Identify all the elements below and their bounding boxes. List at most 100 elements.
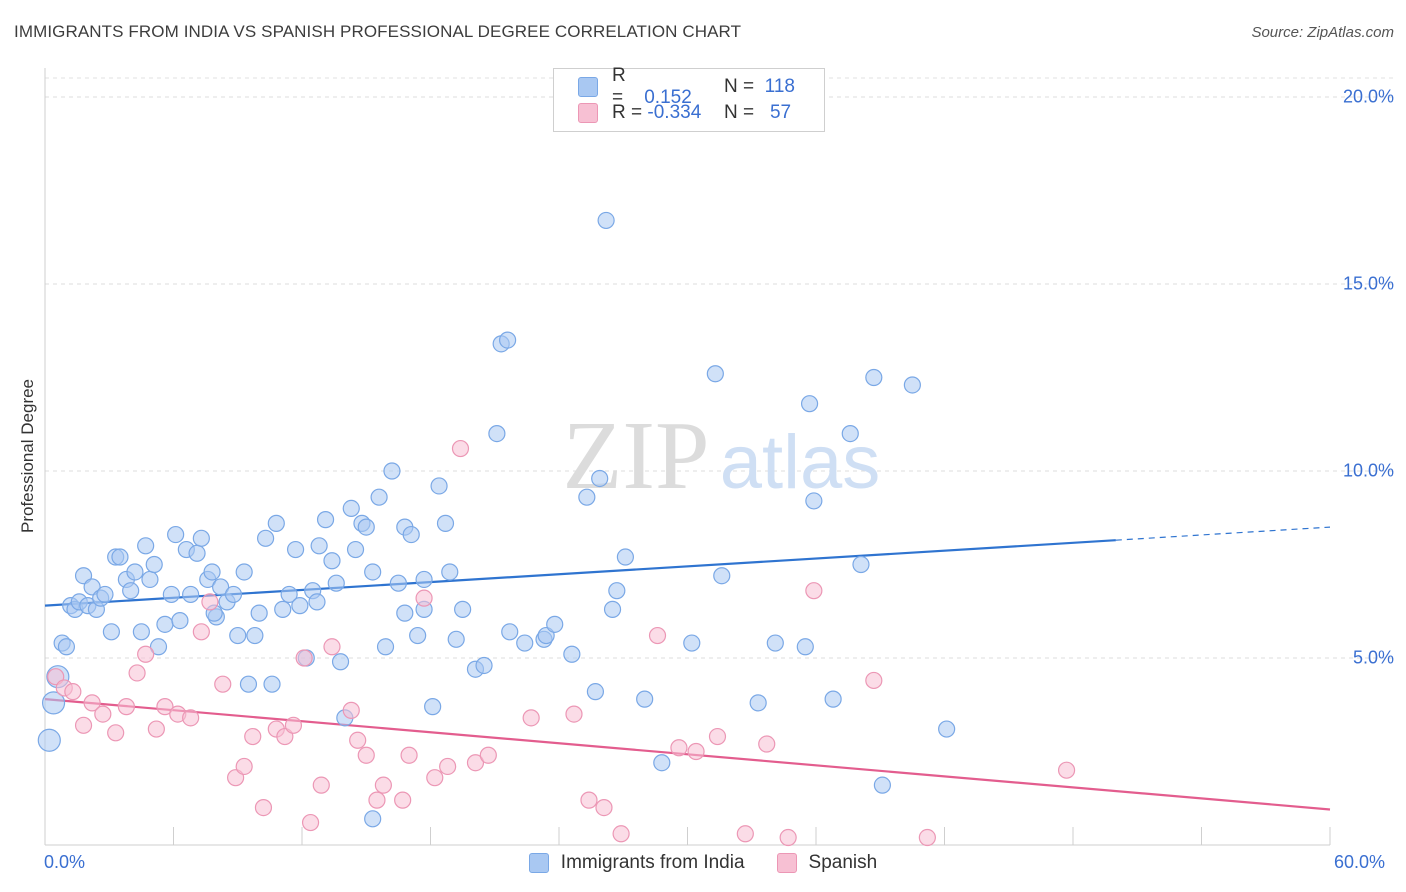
point-spanish xyxy=(254,798,273,817)
point-spanish xyxy=(323,638,341,656)
point-spanish xyxy=(301,813,320,832)
legend-row-spanish: R = -0.334 N = 57 xyxy=(578,101,791,125)
point-spanish xyxy=(466,754,485,772)
n-value-india: 118 xyxy=(764,76,795,97)
point-spanish xyxy=(284,716,303,734)
point-spanish xyxy=(708,727,727,746)
point-spanish xyxy=(235,757,253,776)
point-india xyxy=(370,488,388,506)
legend-item-india[interactable]: Immigrants from India xyxy=(528,852,745,874)
x-tick-label-min: 0.0% xyxy=(44,852,86,872)
point-spanish xyxy=(74,716,93,734)
point-spanish xyxy=(156,698,174,716)
point-india xyxy=(903,376,921,394)
point-spanish xyxy=(182,709,200,727)
point-india xyxy=(188,544,206,562)
point-india xyxy=(766,634,784,652)
point-india xyxy=(436,514,455,532)
source-label: Source: ZipAtlas.com xyxy=(1251,24,1394,41)
point-india xyxy=(683,634,701,652)
legend-swatch-india xyxy=(578,77,598,97)
point-india xyxy=(713,567,731,585)
point-india xyxy=(263,675,281,693)
r-value-spanish: -0.334 xyxy=(647,102,702,123)
point-spanish xyxy=(522,709,540,727)
point-india xyxy=(841,425,859,443)
point-india xyxy=(246,626,264,645)
legend-swatch-india xyxy=(528,853,549,873)
point-spanish xyxy=(805,582,823,600)
point-spanish xyxy=(295,649,313,667)
point-india xyxy=(447,630,465,648)
point-india xyxy=(800,395,819,413)
point-india xyxy=(182,585,200,604)
point-india xyxy=(171,611,189,630)
point-india xyxy=(316,511,335,529)
point-india xyxy=(409,626,427,645)
legend-row-india: R = 0.152 N = 118 xyxy=(578,65,795,108)
point-india xyxy=(636,690,654,708)
point-india xyxy=(203,563,221,581)
point-india xyxy=(111,548,129,566)
point-spanish xyxy=(368,791,386,809)
point-india xyxy=(603,600,622,618)
point-india xyxy=(396,604,414,622)
point-india xyxy=(389,574,407,592)
r-value-india: 0.152 xyxy=(644,87,692,108)
r-label: R = xyxy=(612,65,626,108)
point-india xyxy=(357,518,375,536)
point-india xyxy=(331,653,350,671)
point-spanish xyxy=(349,731,367,749)
point-spanish xyxy=(192,623,210,641)
point-india xyxy=(126,563,144,581)
point-spanish xyxy=(1057,761,1076,779)
point-india xyxy=(256,529,275,547)
point-india xyxy=(852,555,870,574)
point-india xyxy=(212,578,230,596)
point-india xyxy=(415,570,433,589)
point-india xyxy=(796,638,814,656)
point-spanish xyxy=(918,828,936,847)
point-india xyxy=(224,585,243,604)
point-spanish xyxy=(201,593,219,611)
y-tick-label: 10.0% xyxy=(1342,460,1394,481)
point-india xyxy=(616,548,634,566)
point-india xyxy=(364,563,382,581)
point-spanish xyxy=(107,724,125,742)
point-india xyxy=(706,365,724,383)
legend-label-india: Immigrants from India xyxy=(560,852,745,873)
legend-item-spanish[interactable]: Spanish xyxy=(776,852,877,874)
point-spanish xyxy=(415,589,433,607)
point-india xyxy=(239,675,258,693)
point-india xyxy=(608,582,626,600)
point-spanish xyxy=(565,705,583,723)
point-india xyxy=(310,537,328,555)
point-india xyxy=(250,604,268,622)
point-india xyxy=(286,540,305,559)
point-india xyxy=(591,469,609,488)
n-label: N = xyxy=(724,76,755,97)
point-india xyxy=(274,600,292,618)
point-india xyxy=(156,615,174,633)
point-india xyxy=(364,810,382,828)
series-spanish xyxy=(47,439,1076,847)
point-spanish xyxy=(595,798,613,817)
point-spanish xyxy=(147,720,165,738)
series-legend: Immigrants from India Spanish xyxy=(0,852,1406,874)
point-india xyxy=(235,563,253,581)
point-india xyxy=(167,525,185,544)
point-spanish xyxy=(612,825,630,843)
point-india xyxy=(749,694,767,712)
point-india xyxy=(132,623,150,641)
y-tick-label: 5.0% xyxy=(1352,647,1394,668)
point-spanish xyxy=(439,757,457,776)
point-india xyxy=(145,555,163,574)
point-india xyxy=(938,720,956,738)
point-india xyxy=(308,593,326,611)
point-india xyxy=(430,477,448,495)
point-india xyxy=(149,638,168,656)
point-india xyxy=(441,563,459,581)
point-india xyxy=(516,634,534,652)
chart-title: IMMIGRANTS FROM INDIA VS SPANISH PROFESS… xyxy=(14,22,742,41)
